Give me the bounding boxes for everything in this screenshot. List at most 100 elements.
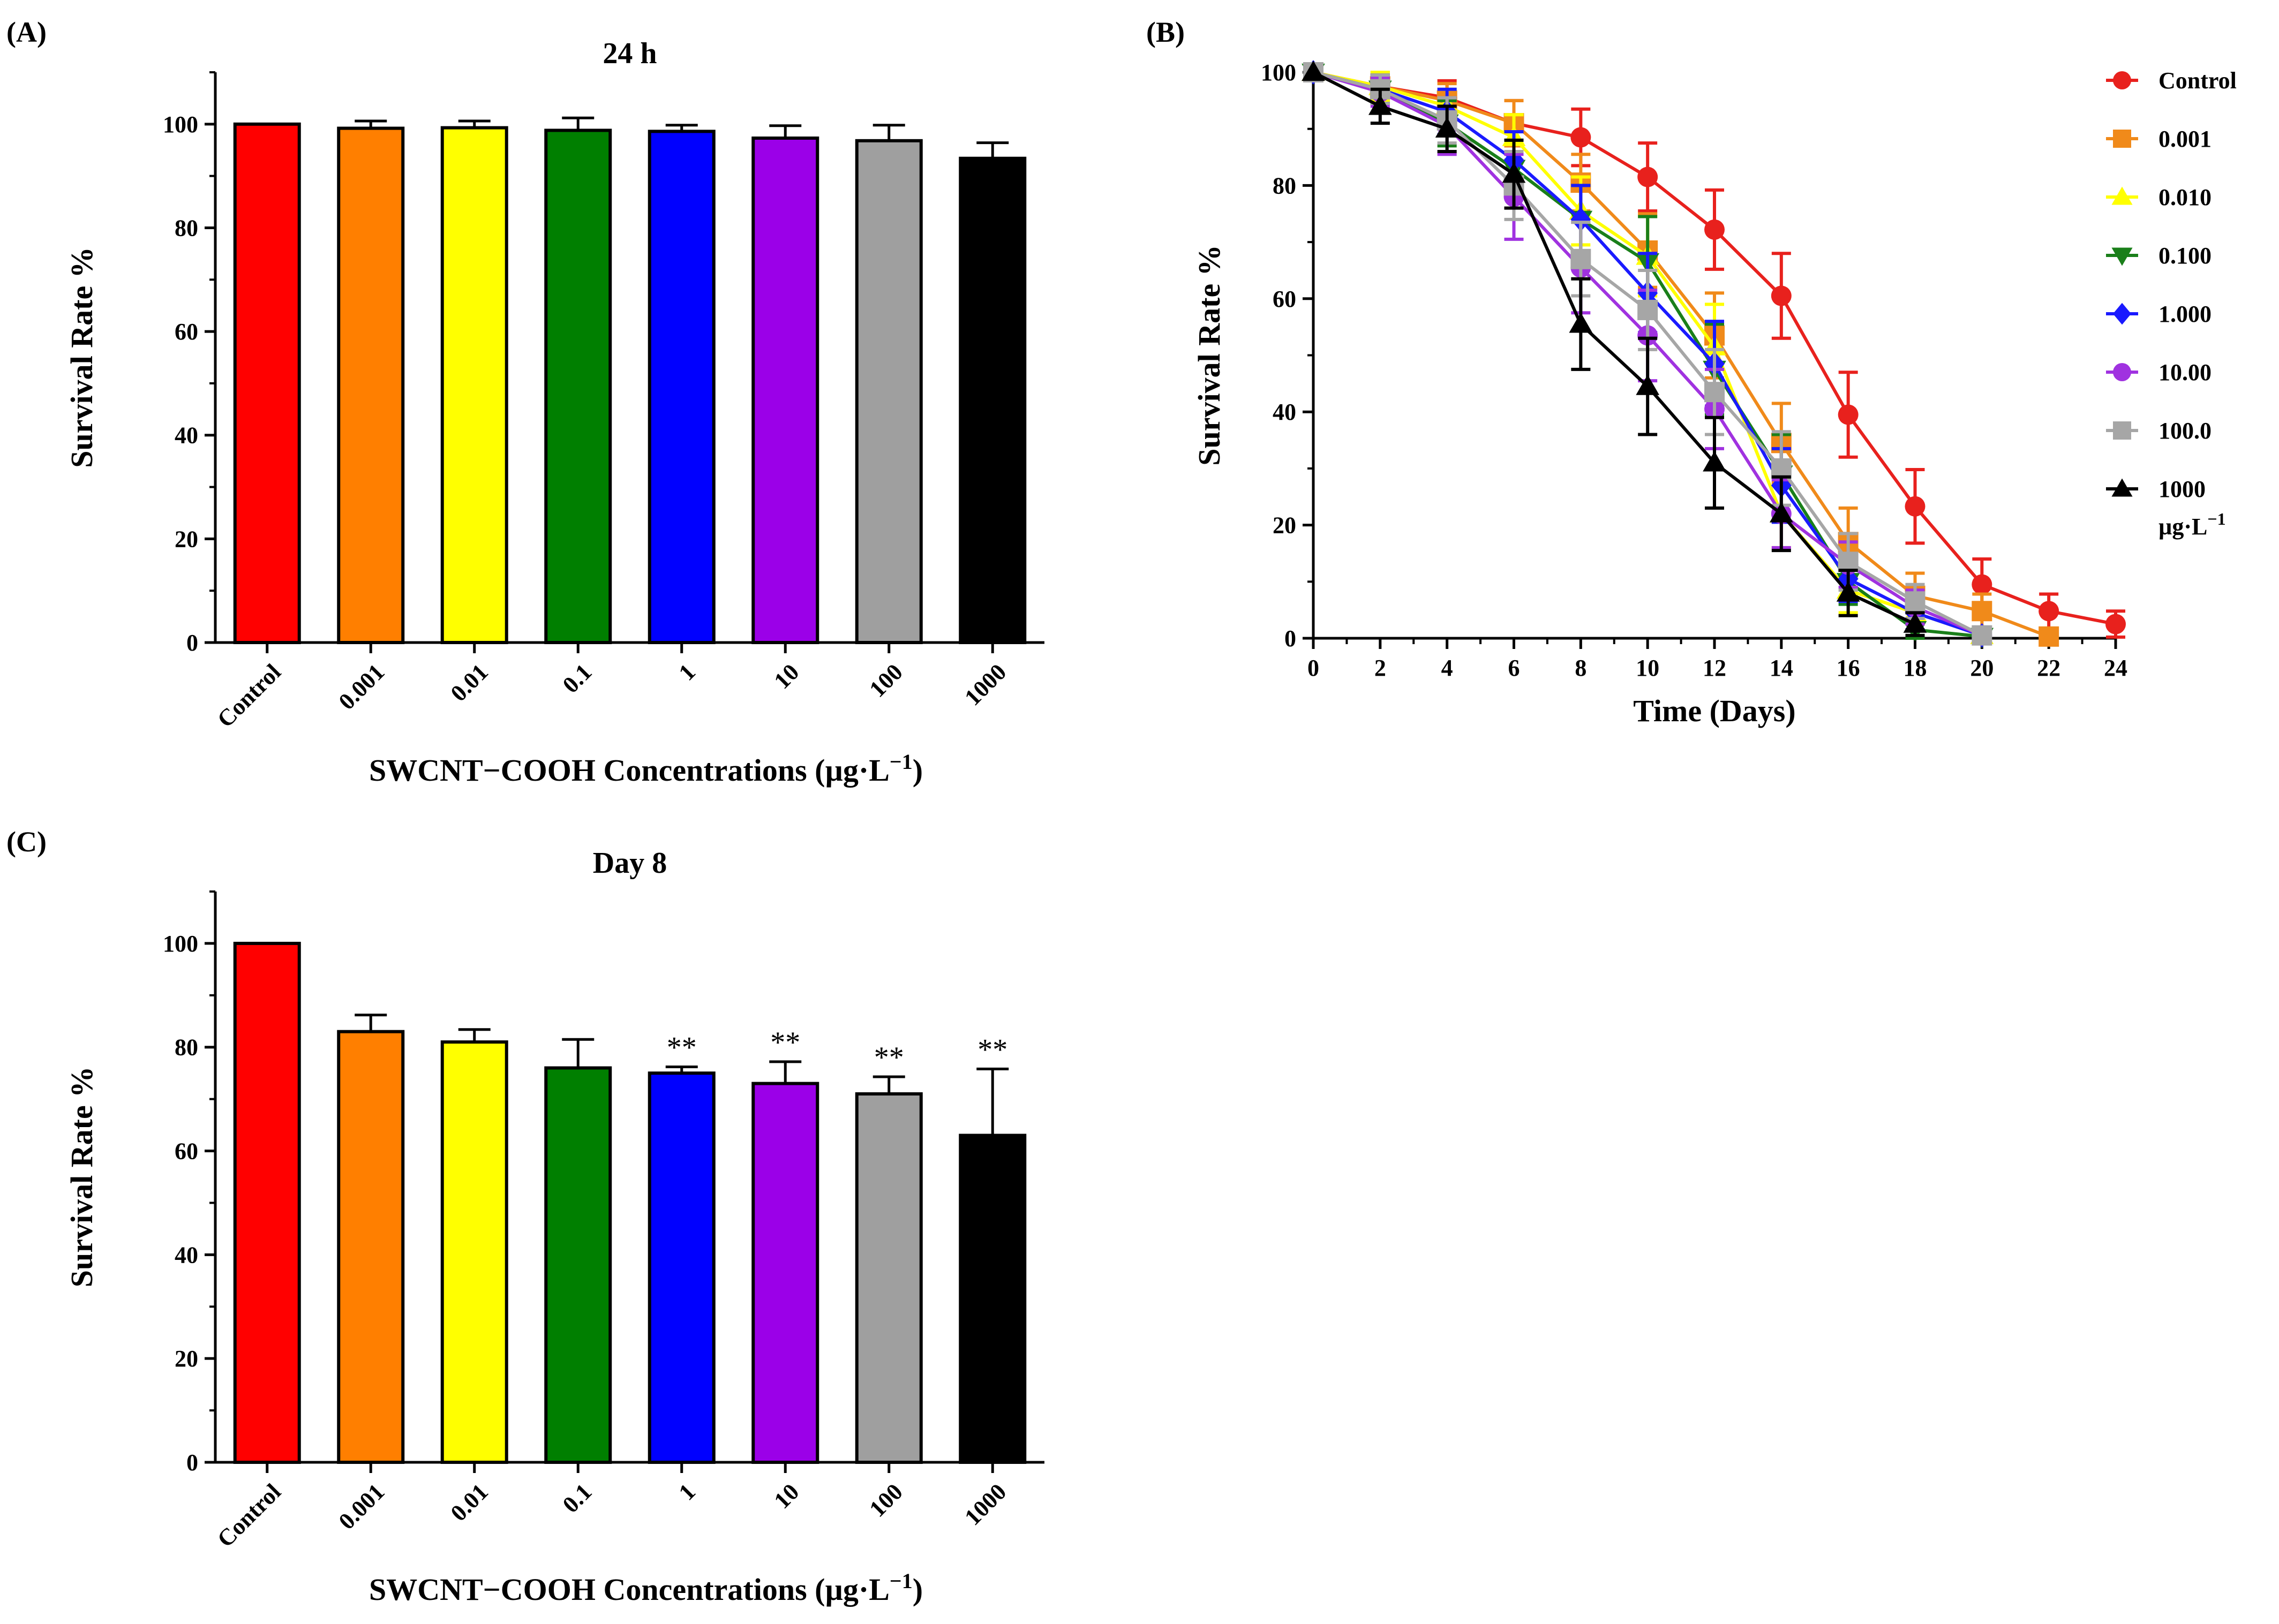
panel-c-x-tick-label: 0.001	[334, 1478, 390, 1535]
panel-b-legend-marker	[2111, 478, 2133, 497]
panel-a-x-tick-label: 0.001	[334, 659, 390, 715]
panel-b-x-tick-label: 12	[1703, 655, 1726, 681]
panel-a-y-tick-label: 100	[163, 111, 198, 138]
panel-a-x-tick-label: 0.01	[446, 659, 493, 706]
panel-b-legend-label: 1.000	[2158, 301, 2212, 327]
panel-a-x-axis-label: SWCNT−COOH Concentrations (µg·L−1)	[369, 750, 923, 788]
panel-c-bar	[440, 1040, 508, 1464]
panel-a-panel-label: (A)	[6, 16, 47, 48]
panel-b-data-point	[1972, 601, 1992, 622]
panel-b-x-tick-label: 0	[1307, 655, 1319, 681]
panel-b-series-1000	[1302, 61, 1927, 637]
panel-c-significance-label: **	[667, 1031, 697, 1064]
panel-b-data-point	[1302, 61, 1325, 81]
panel-a-bar	[959, 156, 1027, 644]
panel-b-legend-label: 100.0	[2158, 418, 2212, 444]
panel-b-legend-label: 0.010	[2158, 184, 2212, 210]
panel-c-x-tick-label: 0.1	[558, 1478, 597, 1518]
panel-b-legend-unit: µg·L−1	[2158, 509, 2226, 540]
panel-b-legend-marker	[2113, 421, 2131, 440]
panel-b-legend-marker	[2113, 363, 2131, 381]
panel-c-x-axis-label-sup: −1	[890, 1569, 913, 1593]
panel-c-bar	[751, 1082, 819, 1464]
panel-b-data-point	[1972, 625, 1992, 646]
panel-b-legend-marker	[2113, 130, 2131, 148]
panel-a-y-tick-label: 20	[175, 526, 198, 552]
panel-c-x-tick-label: 10	[769, 1478, 804, 1514]
panel-b-x-tick-label: 2	[1374, 655, 1386, 681]
panel-b-data-point	[1570, 207, 1591, 232]
panel-b-series-line	[1313, 71, 2050, 638]
panel-a-bar	[440, 126, 508, 644]
panel-c-bar	[544, 1066, 612, 1464]
panel-c-y-tick-label: 100	[163, 931, 198, 957]
panel-b-legend-marker	[2111, 247, 2133, 266]
panel-b-data-point	[1703, 451, 1726, 472]
panel-a-x-tick-label: 1000	[959, 659, 1011, 711]
panel-c-bar	[337, 1030, 405, 1464]
panel-a-y-axis-label: Survival Rate %	[64, 247, 99, 467]
panel-a-x-tick-label: 10	[769, 659, 804, 694]
panel-c-y-axis-label: Survival Rate %	[64, 1067, 99, 1287]
panel-a-title: 24 h	[603, 37, 657, 70]
panel-b-legend-label: 0.100	[2158, 243, 2212, 269]
panel-b-series-line	[1312, 71, 1916, 626]
panel-b-y-tick-label: 0	[1284, 625, 1296, 652]
panel-a-bar	[648, 130, 716, 644]
panel-b-series-0.001	[1303, 62, 2059, 647]
panel-b-x-axis-label: Time (Days)	[1633, 693, 1795, 728]
panel-b-x-tick-label: 8	[1575, 655, 1586, 681]
panel-b-data-point	[1905, 591, 1926, 612]
panel-b-data-point	[1502, 162, 1526, 183]
panel-c-bar	[855, 1092, 923, 1464]
panel-c-bar	[959, 1134, 1027, 1464]
panel-b-x-tick-label: 18	[1904, 655, 1927, 681]
panel-b-data-point	[1972, 574, 1992, 595]
panel-b-data-point	[1769, 502, 1793, 523]
panel-b-data-point	[1905, 496, 1926, 517]
panel-c-x-axis-label: SWCNT−COOH Concentrations (µg·L−1)	[369, 1569, 923, 1607]
panel-a-y-tick-label: 0	[186, 630, 198, 656]
panel-b-legend-unit-main: µg·L	[2158, 513, 2207, 540]
panel-b-legend-unit-sup: −1	[2207, 509, 2225, 528]
panel-c-significance-label: **	[874, 1041, 904, 1074]
panel-b-x-tick-label: 10	[1636, 655, 1659, 681]
panel-c-title: Day 8	[593, 847, 667, 880]
panel-b-data-point	[1771, 458, 1792, 479]
panel-b-y-axis-label: Survival Rate %	[1192, 245, 1227, 465]
panel-b-data-point	[1435, 117, 1459, 138]
panel-b-x-tick-label: 20	[1970, 655, 1994, 681]
panel-b-x-tick-label: 6	[1508, 655, 1520, 681]
panel-b-x-tick-label: 4	[1441, 655, 1453, 681]
panel-b-data-point	[1368, 94, 1392, 115]
panel-c-bar	[233, 941, 301, 1464]
panel-b-data-point	[1637, 167, 1658, 187]
panel-b-legend-label: 0.001	[2158, 126, 2212, 152]
panel-b-data-point	[2105, 614, 2126, 635]
panel-a-y-tick-label: 40	[175, 422, 198, 449]
panel-a-x-tick-label: 100	[864, 659, 908, 702]
panel-b-y-tick-label: 80	[1273, 172, 1296, 199]
panel-b-data-point	[2039, 601, 2059, 622]
panel-a-x-axis-label-main: SWCNT−COOH Concentrations (µg·L	[369, 753, 890, 788]
panel-b-y-tick-label: 20	[1273, 512, 1296, 539]
panel-c-y-tick-label: 20	[175, 1346, 198, 1372]
panel-a-bar	[544, 129, 612, 645]
panel-b-data-point	[1570, 127, 1591, 148]
panel-b-x-tick-label: 14	[1770, 655, 1793, 681]
panel-c-y-tick-label: 80	[175, 1034, 198, 1061]
panel-c-x-tick-label: Control	[212, 1478, 286, 1552]
panel-a-x-axis-label-sup: −1	[890, 750, 913, 774]
panel-b-y-tick-label: 60	[1273, 286, 1296, 312]
panel-c-bar	[648, 1071, 716, 1464]
panel-b-x-tick-label: 22	[2037, 655, 2060, 681]
panel-b-legend-label: Control	[2158, 67, 2237, 94]
panel-b-legend-label: 1000	[2158, 476, 2206, 502]
panel-b-legend-marker	[2113, 303, 2131, 325]
panel-a-y-tick-label: 60	[175, 319, 198, 345]
panel-b-legend-label: 10.00	[2158, 359, 2212, 386]
panel-b-data-point	[1704, 219, 1725, 240]
panel-b-y-tick-label: 40	[1273, 399, 1296, 425]
